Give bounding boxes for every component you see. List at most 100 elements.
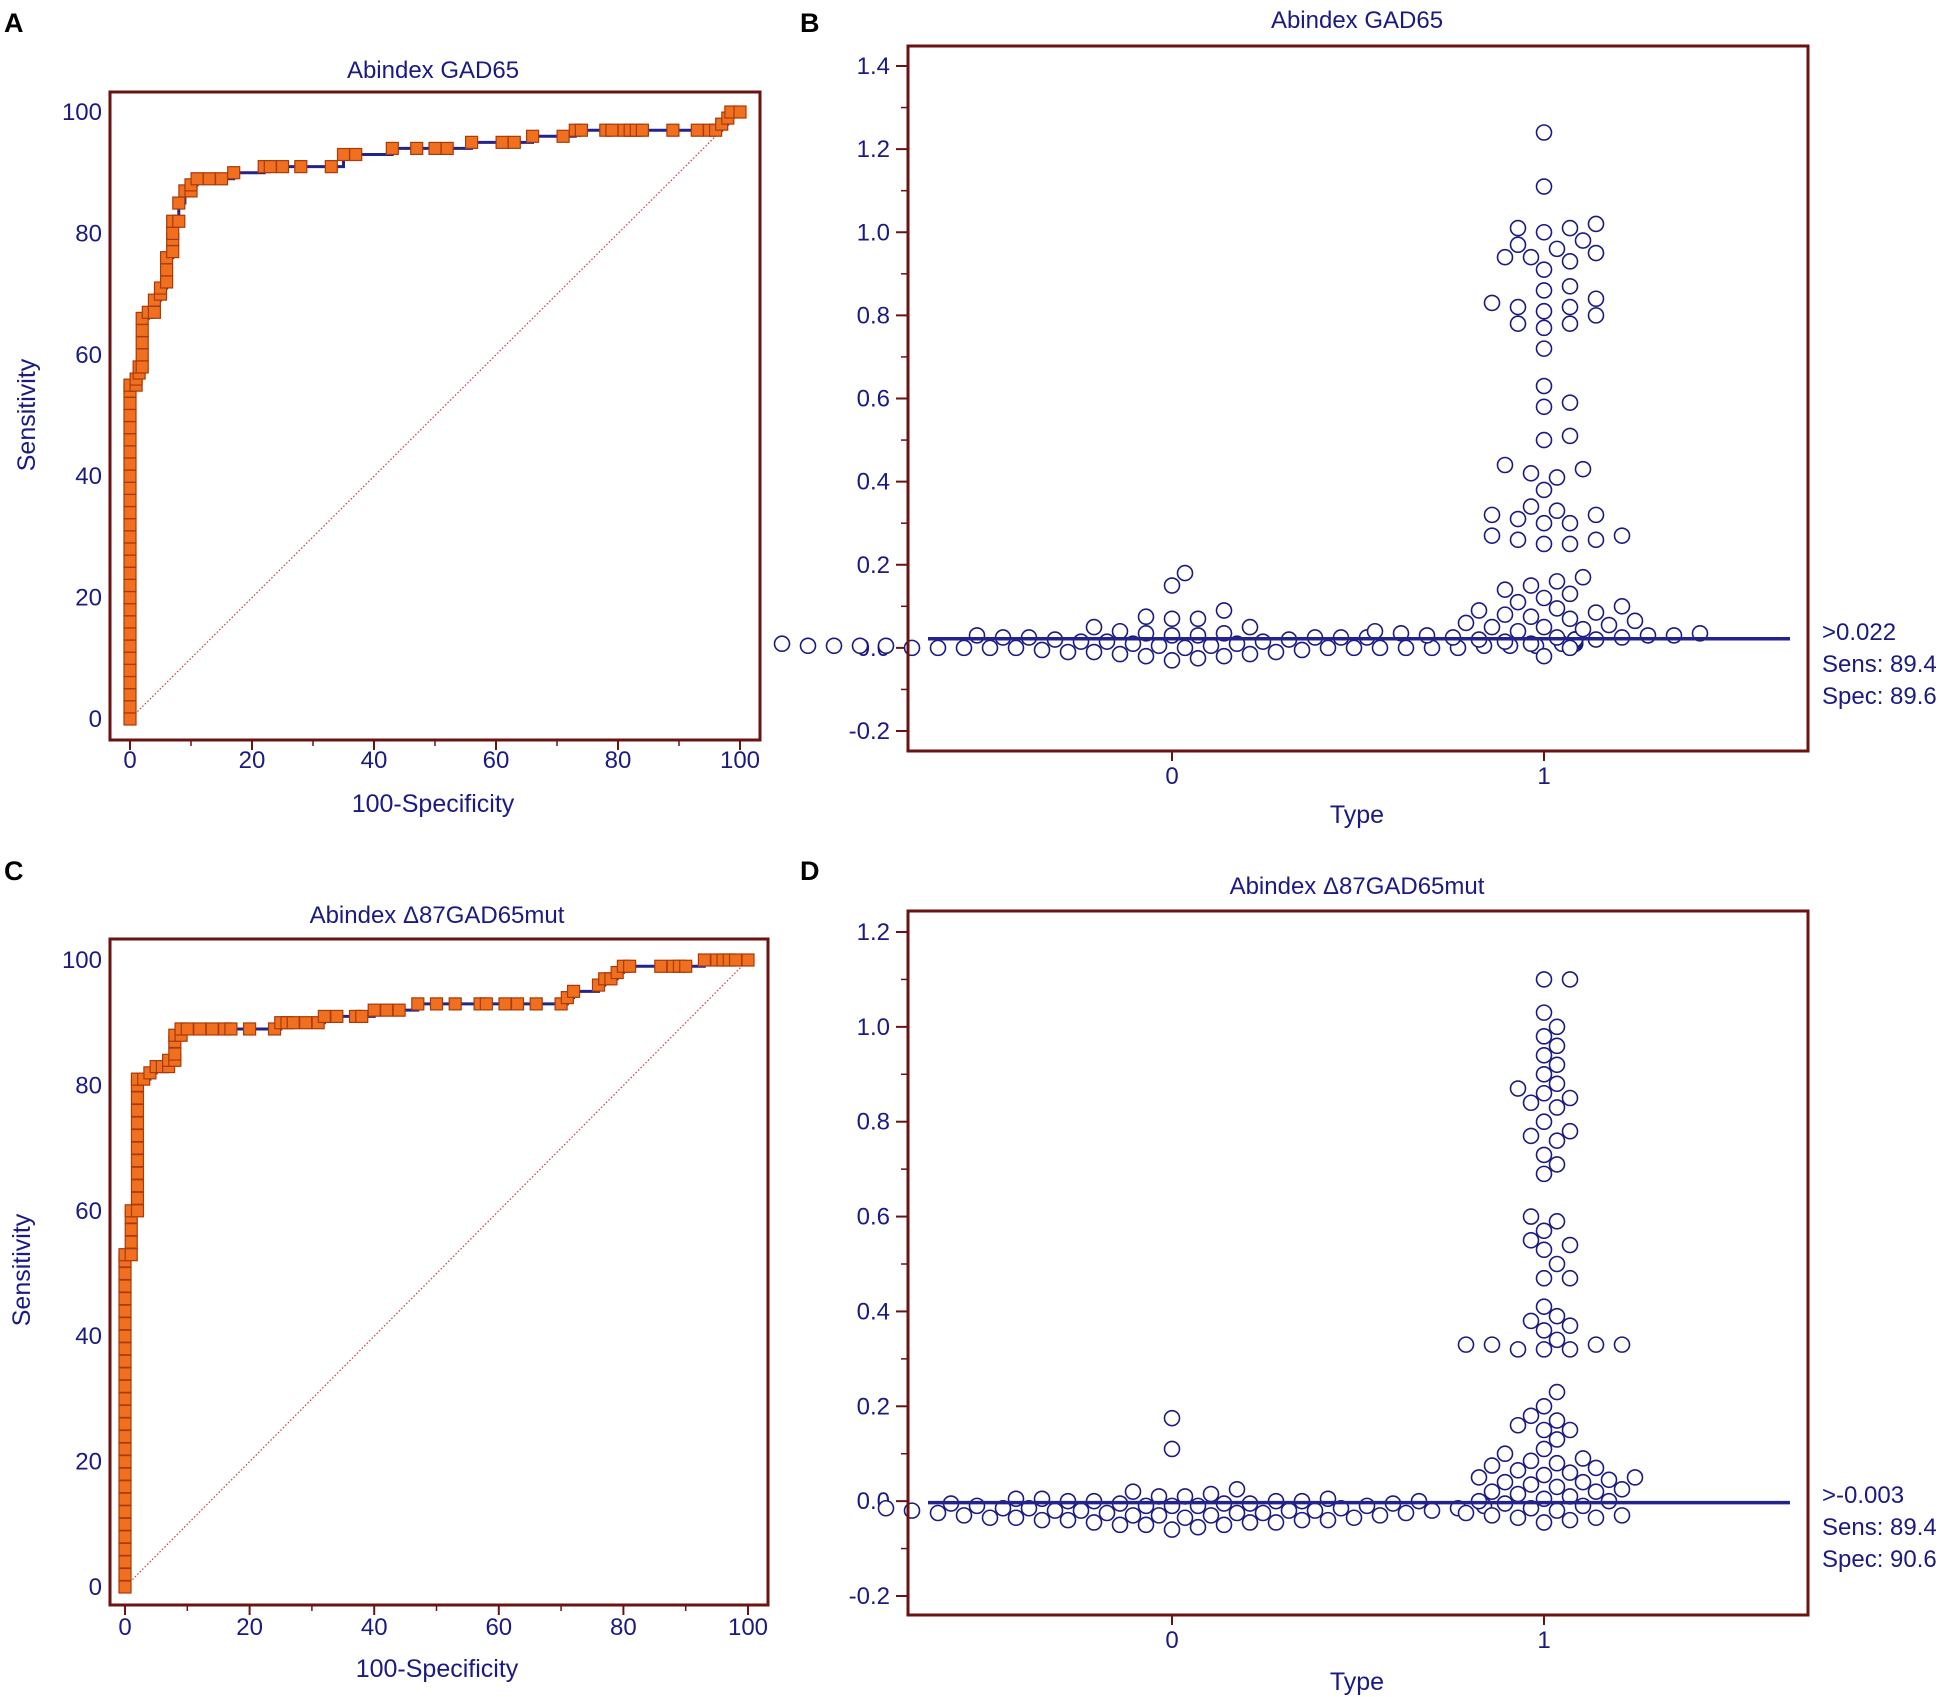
data-point [799, 637, 817, 655]
data-point [981, 639, 999, 657]
roc-point [118, 1580, 132, 1594]
data-point [1124, 1483, 1142, 1500]
roc-point [263, 160, 277, 174]
data-point [1535, 319, 1553, 337]
roc-point [666, 123, 680, 137]
data-point [1574, 1497, 1592, 1515]
y-tick-label: 0 [89, 706, 102, 733]
data-point [1241, 618, 1259, 636]
data-point [1600, 1471, 1618, 1489]
data-point [1020, 1499, 1038, 1517]
data-point [1522, 1094, 1540, 1112]
data-point [1548, 1412, 1566, 1429]
roc-point [135, 348, 149, 362]
data-point [1587, 1336, 1605, 1353]
y-tick-label: 80 [75, 1072, 102, 1099]
data-point [1535, 1341, 1553, 1358]
data-point [968, 627, 986, 644]
data-point [1535, 261, 1553, 278]
roc-point [214, 172, 229, 186]
roc-point [349, 147, 363, 162]
data-point [1496, 456, 1514, 474]
data-point [1163, 652, 1181, 669]
roc-point [123, 457, 137, 471]
data-point [1561, 1464, 1579, 1481]
x-axis-label-a: 100-Specificity [352, 790, 515, 818]
data-point [1345, 1509, 1363, 1527]
panel-letter-d: D [800, 856, 820, 886]
data-point [1059, 1511, 1077, 1529]
data-point [1483, 1483, 1501, 1500]
axis-ticks-d: -0.20.00.20.40.60.81.01.20 1 [849, 919, 1551, 1654]
y-tick-label: 1.0 [857, 219, 890, 246]
x-tick-label: 20 [236, 1614, 263, 1641]
x-tick-label: 100 [720, 747, 760, 774]
data-point [1241, 645, 1259, 663]
data-point [1522, 1407, 1540, 1425]
data-point [1548, 1018, 1566, 1036]
data-point [1561, 535, 1579, 553]
data-point [1509, 219, 1527, 237]
data-point [1509, 510, 1527, 528]
data-point [1137, 1516, 1155, 1534]
data-point [1548, 469, 1566, 486]
data-point [1163, 1497, 1181, 1515]
data-point [994, 1499, 1012, 1517]
roc-point [118, 1379, 132, 1393]
data-point [1548, 1431, 1566, 1448]
roc-point [118, 1266, 132, 1281]
x-tick-label: 40 [361, 1614, 388, 1641]
data-point [773, 635, 791, 653]
x-tick-label: 1 [1537, 1627, 1550, 1654]
data-point [1085, 643, 1103, 661]
roc-point [123, 590, 137, 605]
roc-point [123, 408, 137, 423]
roc-point [135, 360, 149, 374]
data-point [1176, 639, 1194, 657]
roc-point [118, 1442, 132, 1456]
data-point [1561, 1511, 1579, 1529]
roc-point [124, 1248, 138, 1262]
data-point [1228, 1504, 1246, 1522]
data-point [1254, 1504, 1272, 1522]
data-point [1332, 1499, 1350, 1517]
roc-point [130, 1141, 145, 1155]
y-tick-label: 0.4 [857, 469, 890, 496]
roc-point [428, 141, 442, 156]
x-axis-label-d: Type [1330, 1668, 1384, 1696]
data-point [1535, 1222, 1553, 1240]
data-point [1496, 581, 1514, 598]
data-point [1548, 1383, 1566, 1401]
data-point [1613, 527, 1631, 544]
roc-point [123, 651, 137, 665]
data-point [1574, 460, 1592, 478]
plot-frame-b [906, 44, 1810, 753]
data-point [1319, 1511, 1337, 1529]
data-point [1189, 1497, 1207, 1515]
data-point [1522, 1208, 1540, 1225]
roc-point [202, 172, 216, 186]
data-point [1137, 647, 1155, 665]
data-point [1587, 506, 1605, 524]
data-point [1033, 1511, 1051, 1529]
roc-point [130, 1103, 145, 1118]
data-point [1509, 593, 1527, 611]
data-point [1483, 1336, 1501, 1353]
roc-point [118, 1291, 132, 1306]
data-point [1535, 1440, 1553, 1458]
data-point [1007, 1509, 1025, 1527]
data-point [1085, 1514, 1103, 1531]
x-tick-label: 0 [118, 1614, 131, 1641]
data-point [1561, 1089, 1579, 1107]
data-point [1124, 1507, 1142, 1524]
roc-point [498, 997, 512, 1011]
data-point [1137, 1497, 1155, 1515]
data-point [1535, 535, 1553, 553]
x-tick-label: 0 [1165, 1627, 1178, 1654]
data-point [1535, 618, 1553, 636]
data-point [1561, 427, 1579, 445]
y-tick-label: 0.8 [857, 1109, 890, 1136]
data-point [1509, 1080, 1527, 1097]
data-point [1397, 1504, 1415, 1522]
roc-point [123, 639, 137, 653]
